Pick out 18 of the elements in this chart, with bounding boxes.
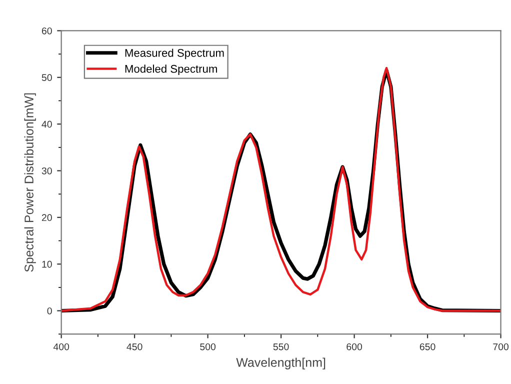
y-tick-label: 0 — [47, 307, 52, 314]
x-tick-label: 600 — [346, 343, 362, 350]
x-tick-label: 650 — [420, 343, 436, 350]
y-tick-label: 60 — [42, 27, 52, 34]
legend-label: Measured Spectrum — [125, 48, 224, 60]
y-tick-label: 40 — [42, 120, 52, 128]
y-tick-label: 20 — [42, 214, 52, 222]
legend-label: Modeled Spectrum — [125, 64, 217, 75]
x-tick-label: 700 — [493, 343, 509, 350]
y-tick-label: 30 — [42, 167, 52, 174]
y-tick-label: 50 — [42, 74, 52, 82]
x-tick-label: 450 — [126, 343, 142, 350]
y-tick-label: 10 — [42, 260, 52, 268]
x-tick-label: 500 — [200, 343, 216, 350]
x-axis-title: Wavelength[nm] — [236, 358, 326, 370]
y-axis-title: Spectral Power Distribution[mW] — [24, 93, 36, 272]
x-tick-label: 550 — [273, 343, 289, 350]
x-tick-label: 400 — [53, 343, 70, 350]
